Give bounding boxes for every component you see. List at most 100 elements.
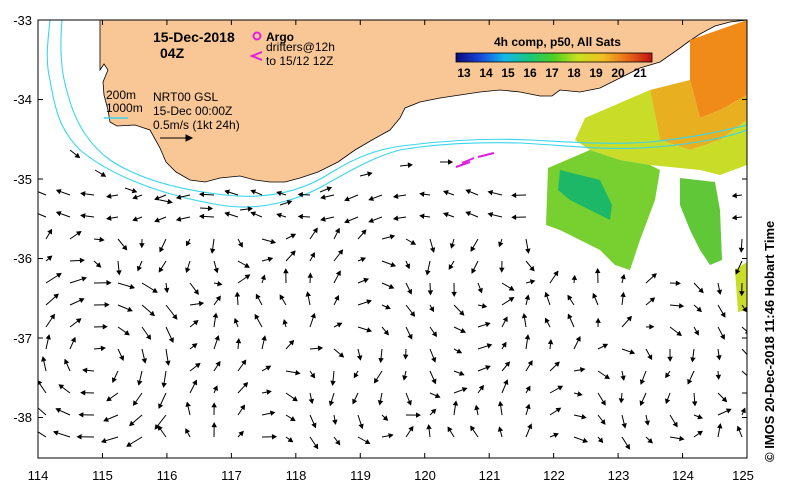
current-vector-head bbox=[80, 191, 86, 197]
sst-colorbar: 4h comp, p50, All Sats 13 14 15 16 17 18… bbox=[455, 35, 653, 80]
current-vector-head bbox=[501, 341, 507, 348]
current-vector-head bbox=[644, 420, 650, 426]
current-vector-head bbox=[295, 369, 301, 376]
current-vector-head bbox=[38, 380, 43, 386]
sst-colorbar-ticks: 13 14 15 16 17 18 19 20 21 bbox=[457, 66, 647, 80]
current-vector-head bbox=[487, 190, 494, 196]
current-vector-head bbox=[461, 387, 468, 393]
current-vector-head bbox=[447, 426, 453, 433]
current-vector-head bbox=[76, 434, 82, 440]
current-vector-head bbox=[292, 396, 298, 402]
current-vector-head bbox=[392, 215, 399, 221]
current-vector-head bbox=[290, 233, 297, 239]
current-vector-head bbox=[498, 241, 504, 248]
current-vector-head bbox=[310, 372, 316, 379]
current-vector-head bbox=[425, 270, 431, 276]
current-vector-head bbox=[427, 290, 434, 296]
current-vector-head bbox=[106, 280, 112, 286]
argo-label: Argo bbox=[266, 30, 294, 44]
current-vector-head bbox=[74, 152, 81, 159]
current-vector-head bbox=[38, 188, 39, 189]
current-vector-head bbox=[366, 327, 372, 333]
current-vector bbox=[38, 431, 47, 438]
current-vector-head bbox=[185, 428, 191, 434]
current-vector-head bbox=[270, 238, 277, 245]
drifters-sub-label: to 15/12 12Z bbox=[266, 54, 333, 68]
current-vector-head bbox=[696, 306, 702, 313]
current-vector-head bbox=[119, 355, 125, 361]
sst-tick-label: 20 bbox=[611, 66, 625, 80]
map-date-title: 15-Dec-2018 bbox=[153, 29, 235, 45]
lon-tick-label: 118 bbox=[286, 468, 307, 483]
argo-marker-icon bbox=[252, 31, 262, 41]
current-vector-head bbox=[76, 231, 82, 237]
sst-tick-label: 21 bbox=[633, 66, 647, 80]
current-vector-head bbox=[525, 248, 531, 254]
current-vector-head bbox=[136, 265, 142, 272]
current-vector-head bbox=[527, 360, 533, 366]
current-vector-head bbox=[250, 189, 257, 195]
current-vector-head bbox=[485, 365, 491, 371]
current-vector-head bbox=[553, 432, 559, 438]
current-vector-head bbox=[567, 313, 573, 320]
current-vector bbox=[741, 326, 747, 333]
current-vector-head bbox=[79, 257, 85, 264]
lat-tick-label: -37 bbox=[13, 331, 32, 346]
current-vector-head bbox=[388, 283, 395, 289]
current-vector-head bbox=[499, 267, 505, 273]
current-vector-head bbox=[720, 334, 725, 340]
current-vector-head bbox=[388, 433, 394, 439]
current-vector-head bbox=[330, 380, 336, 386]
imos-credit: © IMOS 20-Dec-2018 11:46 Hobart Time bbox=[762, 220, 777, 462]
scale-arrow-icon bbox=[160, 134, 194, 142]
current-vector-head bbox=[620, 375, 626, 381]
current-vector-head bbox=[502, 316, 508, 323]
current-vector-head bbox=[456, 348, 463, 354]
current-vector-head bbox=[132, 400, 139, 406]
current-vector-head bbox=[731, 192, 737, 199]
current-vector-head bbox=[487, 212, 494, 218]
current-vector-head bbox=[651, 273, 657, 279]
current-vector-head bbox=[481, 303, 488, 309]
current-vector-head bbox=[276, 212, 282, 219]
current-vector-head bbox=[132, 194, 138, 200]
current-vector-head bbox=[260, 274, 266, 281]
current-vector-head bbox=[458, 370, 465, 376]
current-vector-head bbox=[106, 193, 112, 199]
current-vector-head bbox=[271, 433, 278, 440]
current-vector-head bbox=[431, 357, 437, 363]
current-vector-head bbox=[47, 228, 53, 235]
current-vector-head bbox=[75, 318, 82, 324]
current-vector-head bbox=[307, 272, 314, 278]
current-vector-head bbox=[139, 243, 145, 249]
current-vector-head bbox=[100, 171, 107, 177]
current-vector-head bbox=[736, 425, 742, 432]
current-vector-head bbox=[392, 193, 399, 199]
map-time-title: 04Z bbox=[160, 45, 185, 61]
lon-tick-label: 117 bbox=[221, 468, 242, 483]
current-vector-head bbox=[426, 424, 432, 430]
current-vector-head bbox=[328, 400, 335, 407]
current-vector-head bbox=[430, 408, 437, 415]
lon-tick-label: 114 bbox=[28, 468, 49, 483]
lat-tick-label: -36 bbox=[13, 251, 32, 266]
current-vector-head bbox=[592, 292, 598, 299]
current-vector-head bbox=[158, 403, 164, 409]
current-vector-head bbox=[185, 267, 191, 273]
current-vector-head bbox=[159, 246, 165, 253]
current-vector-head bbox=[172, 313, 178, 320]
current-vector-head bbox=[353, 372, 359, 379]
current-vector bbox=[38, 407, 47, 416]
current-vector-head bbox=[363, 277, 369, 284]
current-vector-head bbox=[129, 420, 135, 427]
current-vector-head bbox=[158, 267, 164, 273]
current-vector-head bbox=[460, 328, 466, 333]
current-vector-head bbox=[697, 414, 703, 420]
current-vector-head bbox=[582, 437, 589, 444]
current-vector-head bbox=[49, 313, 55, 320]
current-vector-head bbox=[237, 241, 243, 248]
current-vector-head bbox=[508, 297, 515, 303]
current-vector-head bbox=[629, 349, 636, 355]
current-vector-head bbox=[471, 268, 477, 274]
current-vector-head bbox=[443, 190, 449, 196]
